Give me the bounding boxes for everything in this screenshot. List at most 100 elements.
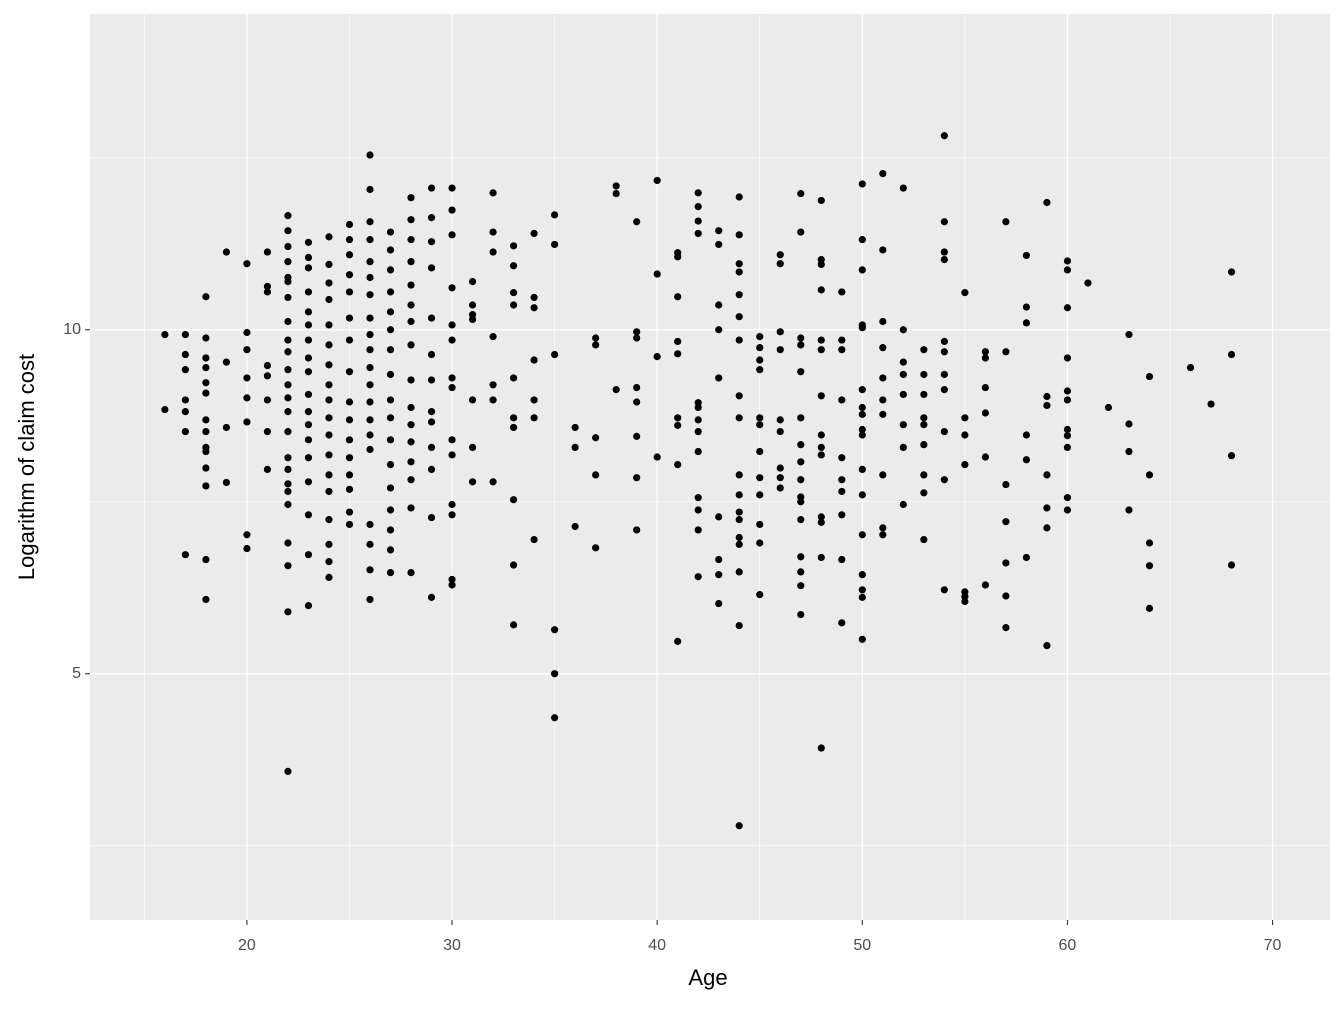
point — [345, 288, 354, 296]
point — [243, 328, 251, 337]
point — [1063, 304, 1072, 312]
point — [797, 498, 805, 506]
point — [858, 465, 866, 474]
point — [879, 344, 887, 352]
point — [345, 471, 354, 479]
point — [899, 358, 907, 366]
point — [489, 396, 497, 404]
point — [448, 336, 456, 344]
point — [694, 573, 702, 581]
point — [797, 516, 805, 524]
point — [920, 346, 928, 354]
point — [427, 443, 436, 451]
point — [222, 423, 231, 432]
point — [345, 336, 354, 344]
point — [817, 744, 825, 752]
point — [940, 476, 948, 484]
point — [551, 240, 559, 249]
point — [304, 253, 313, 262]
point — [571, 443, 579, 451]
x-axis-title: Age — [688, 965, 727, 990]
point — [1063, 494, 1072, 502]
point — [284, 348, 292, 356]
point — [304, 602, 313, 610]
point — [981, 409, 989, 417]
point — [592, 434, 600, 442]
point — [304, 368, 313, 376]
point — [694, 506, 702, 514]
point — [694, 526, 702, 534]
point — [448, 231, 456, 239]
point — [345, 398, 354, 406]
point — [735, 231, 743, 239]
point — [899, 421, 907, 429]
point — [530, 293, 538, 302]
point — [1145, 562, 1154, 570]
point — [345, 436, 354, 444]
point — [304, 321, 313, 329]
point — [1043, 524, 1051, 532]
point — [735, 336, 743, 344]
point — [284, 487, 292, 496]
point — [304, 551, 313, 559]
y-axis-title: Logarithm of claim cost — [14, 354, 39, 580]
point — [838, 336, 846, 344]
point — [1043, 504, 1051, 512]
point — [509, 496, 518, 504]
point — [920, 471, 928, 479]
point — [817, 392, 825, 400]
point — [899, 443, 907, 451]
point — [509, 621, 518, 629]
point — [715, 240, 723, 249]
point — [407, 438, 415, 446]
point — [366, 363, 374, 372]
point — [530, 356, 538, 364]
point — [1227, 452, 1236, 460]
point — [366, 520, 374, 529]
point — [304, 264, 313, 272]
point — [756, 421, 764, 429]
point — [243, 531, 251, 539]
point — [284, 427, 292, 436]
point — [592, 341, 600, 349]
point — [776, 484, 784, 492]
point — [756, 491, 764, 499]
point — [715, 555, 723, 564]
point — [694, 416, 702, 424]
point — [735, 193, 743, 201]
point — [304, 421, 313, 429]
point — [817, 451, 825, 459]
point — [858, 425, 866, 434]
point — [1063, 266, 1072, 274]
point — [756, 356, 764, 364]
point — [612, 182, 620, 190]
point — [1084, 279, 1092, 287]
point — [386, 396, 395, 404]
point — [366, 416, 374, 424]
point — [386, 484, 395, 492]
point — [284, 767, 292, 776]
point — [1227, 268, 1236, 276]
point — [366, 346, 374, 354]
point — [633, 328, 641, 336]
point — [735, 414, 743, 422]
point — [879, 317, 887, 326]
point — [284, 408, 292, 416]
point — [181, 427, 189, 436]
point — [284, 242, 292, 251]
point — [797, 553, 805, 561]
point — [735, 471, 743, 479]
point — [1022, 319, 1031, 327]
point — [407, 236, 415, 244]
point — [509, 423, 518, 432]
point — [1207, 400, 1215, 408]
point — [735, 291, 743, 299]
point — [940, 370, 948, 379]
point — [345, 368, 354, 376]
point — [202, 555, 210, 564]
point — [284, 500, 292, 509]
point — [325, 361, 333, 369]
point — [899, 390, 907, 399]
point — [920, 441, 928, 449]
point — [202, 427, 210, 436]
